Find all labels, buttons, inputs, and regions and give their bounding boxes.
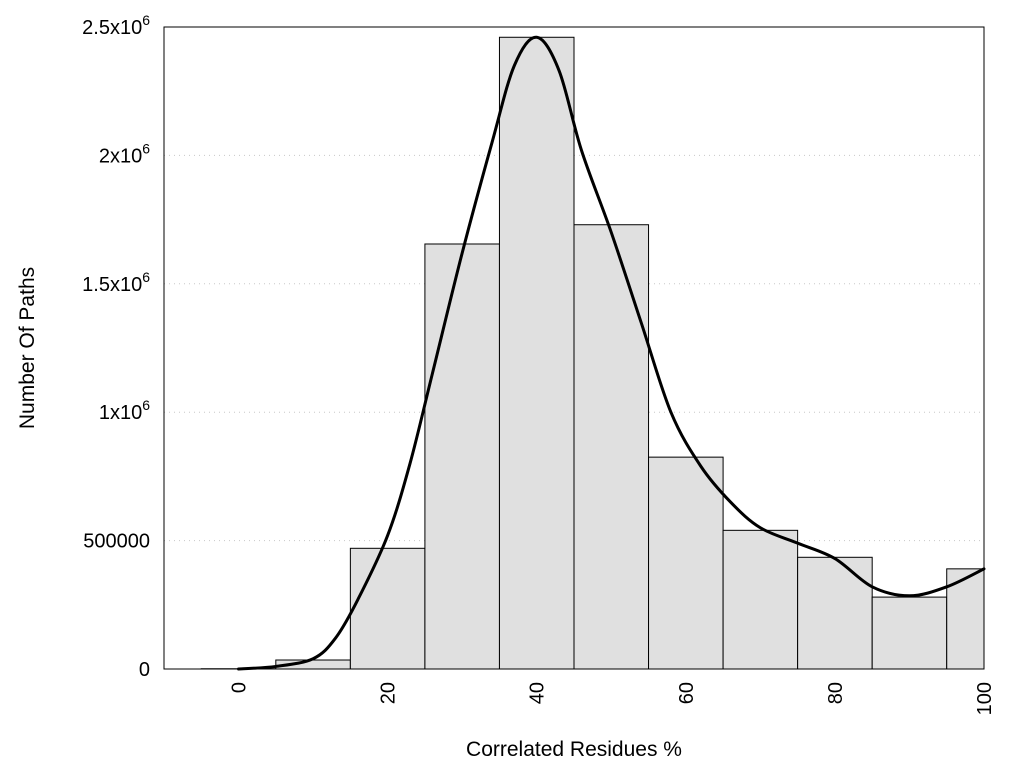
x-tick-label-5: 100 <box>974 682 996 715</box>
histogram-bar-4 <box>498 36 575 670</box>
y-tick-label-5: 2.5x106 <box>82 12 150 39</box>
x-axis-title: Correlated Residues % <box>466 738 682 761</box>
x-axis-ticks: 0 20 40 60 80 100 <box>229 682 996 715</box>
x-tick-label-3: 60 <box>676 682 698 704</box>
histogram-bar-6 <box>648 456 724 670</box>
y-tick-label-0: 0 <box>139 659 150 681</box>
density-curve-layer <box>237 35 986 671</box>
x-tick-label-0: 0 <box>229 682 251 693</box>
y-tick-label-4: 2x106 <box>99 140 150 167</box>
density-curve <box>237 35 986 671</box>
histogram-bar-5 <box>573 224 650 670</box>
y-axis-title: Number Of Paths <box>16 267 39 429</box>
y-tick-label-1: 500000 <box>83 531 150 553</box>
y-tick-label-2: 1x106 <box>99 397 150 424</box>
plot-frame <box>163 26 985 670</box>
histogram-bar-8 <box>797 556 873 670</box>
y-tick-label-3: 1.5x106 <box>82 269 150 296</box>
histogram-bar-7 <box>722 529 799 670</box>
histogram-bars <box>200 36 985 670</box>
histogram-bar-3 <box>424 243 500 670</box>
x-tick-label-2: 40 <box>527 682 549 704</box>
y-axis-ticks: 0 500000 1x106 1.5x106 2x106 2.5x106 <box>82 12 150 681</box>
histogram-bar-9 <box>871 596 948 670</box>
histogram-bar-2 <box>349 547 426 670</box>
x-tick-label-4: 80 <box>825 682 847 704</box>
x-tick-label-1: 20 <box>378 682 400 704</box>
